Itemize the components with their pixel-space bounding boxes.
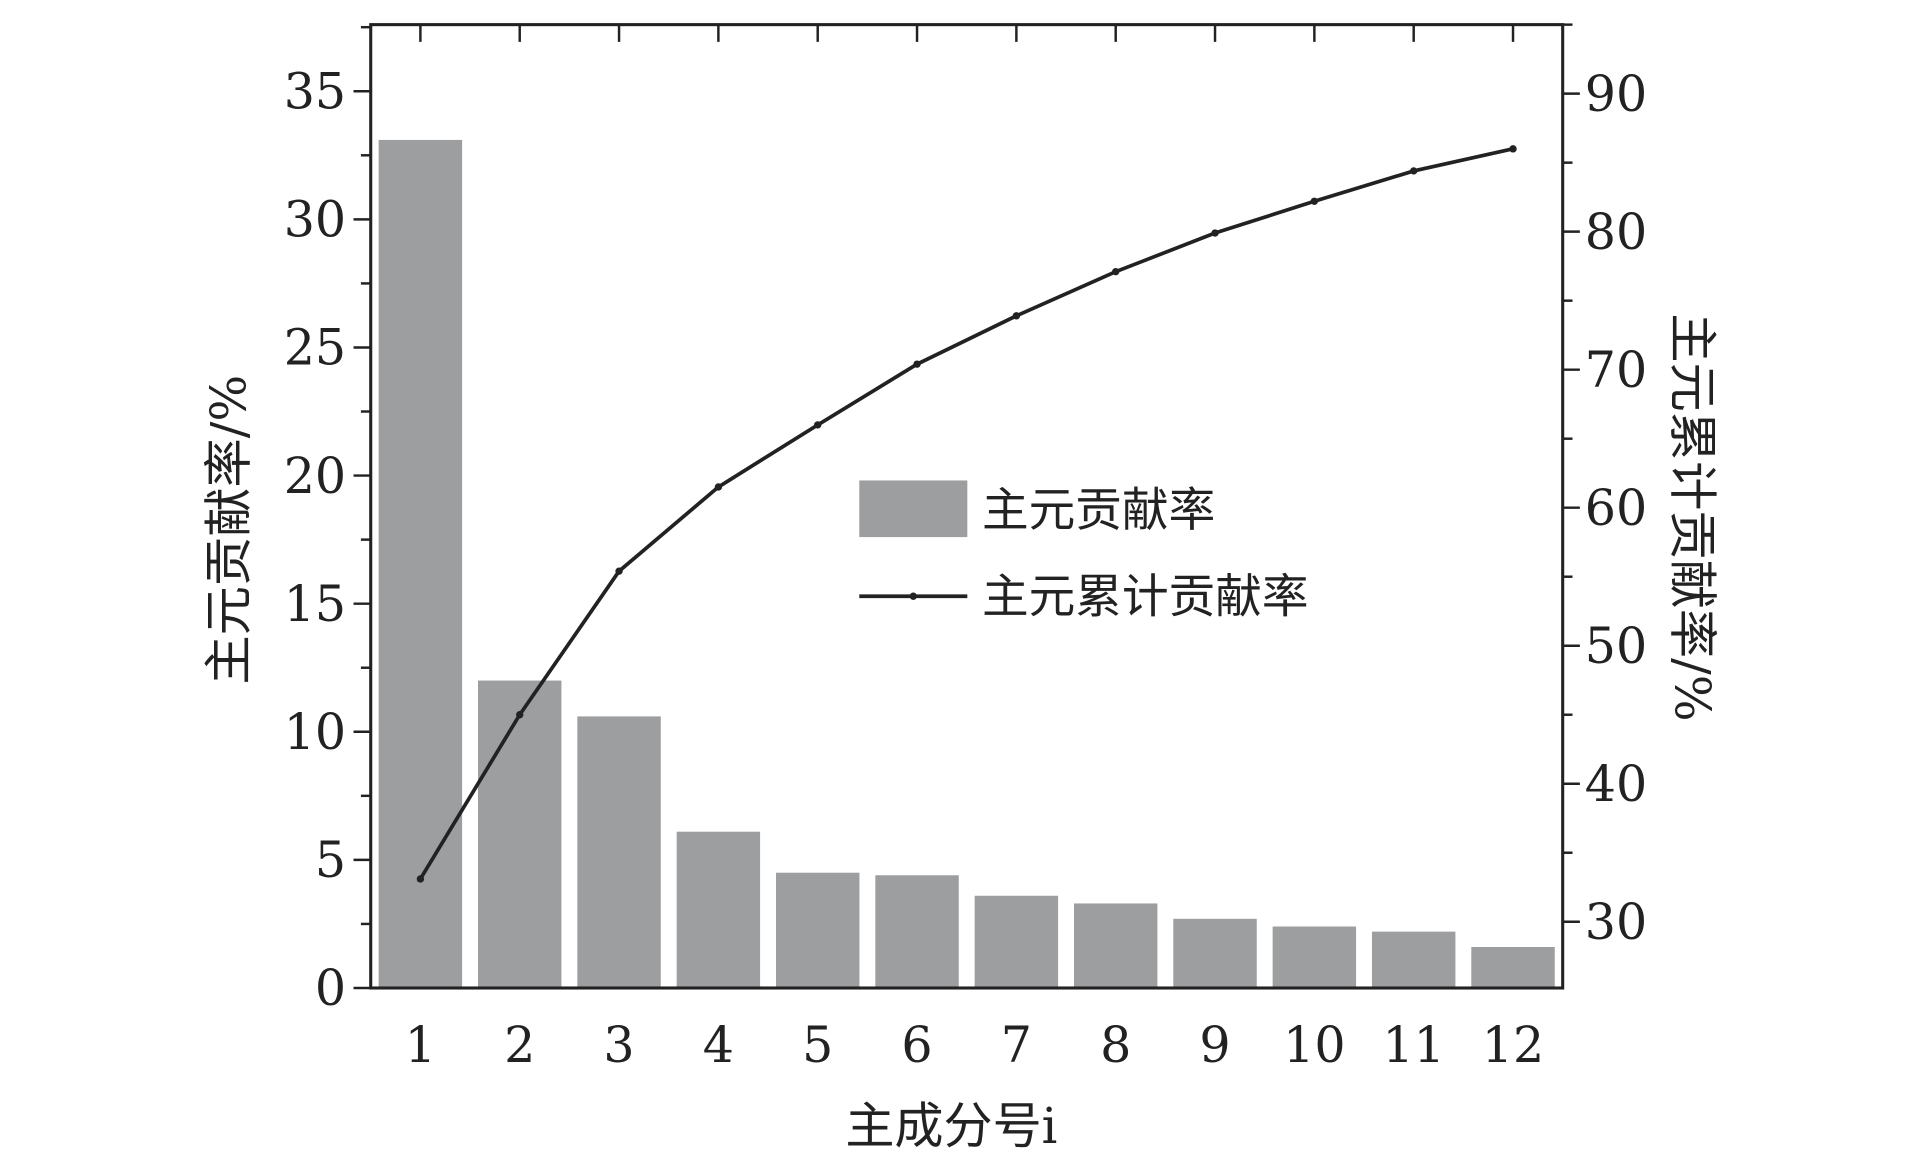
x-tick-label: 1 <box>405 1016 436 1074</box>
y-right-tick-label: 50 <box>1585 617 1647 675</box>
line-point <box>1509 145 1517 153</box>
x-tick-label: 10 <box>1283 1016 1345 1074</box>
x-tick-label: 6 <box>901 1016 932 1074</box>
y-axis-right-label: 主元累计贡献率/% <box>1664 313 1722 721</box>
bar <box>577 716 661 988</box>
line-point <box>615 567 623 575</box>
x-tick-label: 12 <box>1482 1016 1544 1074</box>
y-right-tick-label: 70 <box>1585 341 1647 399</box>
bar <box>1173 918 1257 988</box>
bar <box>1073 903 1158 988</box>
bar <box>1471 947 1555 988</box>
legend: 主元贡献率 主元累计贡献率 <box>859 480 1309 624</box>
y-left-tick-label: 30 <box>284 191 346 249</box>
y-right-tick-label: 60 <box>1585 479 1647 537</box>
line-point <box>1012 312 1021 320</box>
y-axis-left-label: 主元贡献率/% <box>200 375 258 685</box>
legend-line-marker <box>909 592 917 600</box>
y-right-tick-label: 90 <box>1585 65 1647 123</box>
y-left-tick-label: 5 <box>315 831 346 889</box>
bar <box>775 872 860 988</box>
y-left-tick-label: 10 <box>284 703 346 761</box>
bar <box>1371 931 1456 988</box>
bar <box>974 895 1059 988</box>
legend-line-label: 主元累计贡献率 <box>982 570 1308 624</box>
y-right-tick-label: 40 <box>1585 755 1647 813</box>
bar <box>478 680 562 988</box>
plot-frame <box>369 23 1565 990</box>
line-point <box>1211 229 1219 237</box>
y-left-tick-label: 20 <box>284 447 346 505</box>
bar <box>1272 926 1357 988</box>
x-tick-label: 11 <box>1382 1016 1444 1074</box>
legend-bar-label: 主元贡献率 <box>982 484 1215 538</box>
y-right-tick-label: 80 <box>1585 203 1647 261</box>
bar <box>378 139 463 988</box>
line-point <box>1410 167 1418 175</box>
line-point <box>516 711 524 719</box>
line-point <box>714 483 723 491</box>
x-tick-label: 9 <box>1199 1016 1230 1074</box>
line-point <box>1112 267 1120 276</box>
x-tick-label: 4 <box>703 1016 734 1074</box>
x-tick-label: 2 <box>504 1016 535 1074</box>
x-tick-label: 5 <box>802 1016 833 1074</box>
y-left-tick-label: 15 <box>284 575 346 633</box>
x-tick-label: 8 <box>1100 1016 1131 1074</box>
y-left-tick-label: 35 <box>284 62 346 120</box>
bar <box>875 875 959 988</box>
cumulative-line <box>418 147 1514 880</box>
y-left-tick-label: 25 <box>284 319 346 377</box>
y-right-tick-label: 30 <box>1585 893 1647 951</box>
bar <box>676 831 761 988</box>
y-left-tick-label: 0 <box>315 959 346 1017</box>
x-tick-label: 3 <box>603 1016 634 1074</box>
line-point <box>416 875 425 883</box>
x-tick-label: 7 <box>1001 1016 1032 1074</box>
line-point <box>814 421 822 429</box>
legend-bar-swatch <box>859 480 968 538</box>
line-point <box>913 360 921 368</box>
x-axis-label: 主成分号i <box>845 1097 1057 1155</box>
line-point <box>1310 197 1319 205</box>
